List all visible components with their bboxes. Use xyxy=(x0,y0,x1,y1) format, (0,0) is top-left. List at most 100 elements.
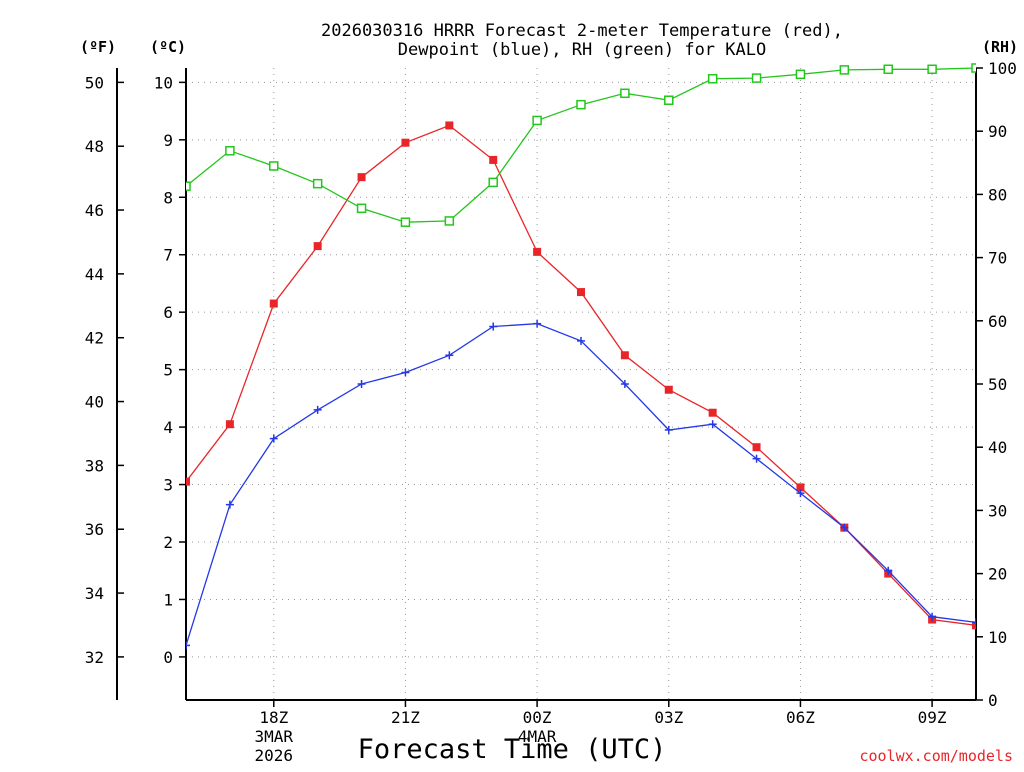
rh-point xyxy=(444,216,455,226)
dewpoint-point xyxy=(708,420,717,429)
dewpoint-point xyxy=(533,319,542,328)
series-layer xyxy=(186,63,976,650)
x-date-label: 4MAR xyxy=(518,727,557,746)
rh-point xyxy=(532,115,542,126)
rh-tick-label: 50 xyxy=(988,375,1007,394)
rh-point xyxy=(576,99,586,110)
x-year-label: 2026 xyxy=(255,746,294,765)
rh-point xyxy=(839,65,850,75)
dewpoint-point xyxy=(840,523,849,532)
fahrenheit-tick-label: 50 xyxy=(85,73,104,92)
temperature-point xyxy=(533,247,542,256)
rh-point xyxy=(664,95,674,105)
rh-point xyxy=(225,146,235,156)
fahrenheit-tick-label: 40 xyxy=(85,393,104,412)
dewpoint-point xyxy=(972,618,976,627)
x-tick-label: 09Z xyxy=(918,708,947,727)
rh-point xyxy=(186,181,191,191)
celsius-tick-label: 1 xyxy=(163,590,173,609)
rh-point xyxy=(707,73,718,84)
rh-point xyxy=(356,203,367,214)
celsius-tick-label: 9 xyxy=(163,131,173,150)
temperature-point xyxy=(269,299,278,308)
fahrenheit-tick-label: 38 xyxy=(85,456,104,475)
chart-title-line1: 2026030316 HRRR Forecast 2-meter Tempera… xyxy=(321,21,843,41)
watermark: coolwx.com/models xyxy=(859,747,1013,765)
celsius-tick-label: 7 xyxy=(163,246,173,265)
celsius-tick-label: 4 xyxy=(163,418,173,437)
rh-tick-label: 100 xyxy=(988,59,1017,78)
celsius-axis-label: (ºC) xyxy=(150,38,186,56)
temperature-point xyxy=(489,155,498,164)
series-temperature xyxy=(186,121,976,630)
rh-point xyxy=(488,177,498,188)
fahrenheit-tick-label: 36 xyxy=(85,520,104,539)
temperature-point xyxy=(357,173,366,182)
temperature-point xyxy=(401,138,410,147)
series-rh xyxy=(186,63,976,227)
dewpoint-point xyxy=(928,612,937,621)
dewpoint-line xyxy=(186,323,976,646)
celsius-tick-label: 10 xyxy=(154,73,173,92)
x-tick-label: 06Z xyxy=(786,708,815,727)
rh-point xyxy=(620,88,630,99)
dewpoint-point xyxy=(313,405,322,414)
dewpoint-point xyxy=(577,336,585,345)
dewpoint-point xyxy=(186,641,190,650)
rh-tick-label: 30 xyxy=(988,501,1007,520)
celsius-tick-label: 5 xyxy=(163,361,173,380)
rh-tick-label: 40 xyxy=(988,438,1007,457)
x-tick-label: 21Z xyxy=(391,708,420,727)
rh-tick-label: 10 xyxy=(988,628,1007,647)
temperature-point xyxy=(708,408,717,417)
rh-point xyxy=(927,64,937,75)
dewpoint-point xyxy=(225,500,234,509)
rh-tick-label: 80 xyxy=(988,185,1007,204)
rh-point xyxy=(883,64,893,75)
rh-point xyxy=(751,73,762,83)
fahrenheit-tick-label: 42 xyxy=(85,329,104,348)
rh-tick-label: 90 xyxy=(988,122,1007,141)
fahrenheit-axis-label: (ºF) xyxy=(80,38,116,56)
grid-lines xyxy=(186,68,976,700)
fahrenheit-tick-label: 44 xyxy=(85,265,104,284)
series-dewpoint xyxy=(186,319,976,650)
rh-point xyxy=(971,63,976,73)
temperature-point xyxy=(225,420,234,429)
rh-tick-label: 20 xyxy=(988,565,1007,584)
temperature-point xyxy=(752,443,761,452)
temperature-point xyxy=(664,385,673,394)
temperature-point xyxy=(186,477,190,486)
rh-tick-label: 0 xyxy=(988,691,998,710)
dewpoint-point xyxy=(445,351,454,360)
celsius-tick-label: 2 xyxy=(163,533,173,552)
dewpoint-point xyxy=(884,566,893,575)
rh-tick-label: 70 xyxy=(988,249,1007,268)
temperature-point xyxy=(620,351,629,360)
dewpoint-point xyxy=(752,454,761,463)
dewpoint-point xyxy=(269,434,278,443)
dewpoint-point xyxy=(664,425,673,434)
fahrenheit-tick-label: 48 xyxy=(85,137,104,156)
celsius-tick-label: 6 xyxy=(163,303,173,322)
temperature-point xyxy=(796,483,805,492)
x-date-label: 3MAR xyxy=(255,727,294,746)
axes xyxy=(116,67,983,707)
dewpoint-point xyxy=(357,380,366,388)
fahrenheit-tick-label: 32 xyxy=(85,648,104,667)
rh-point xyxy=(269,161,279,171)
temperature-point xyxy=(577,288,585,297)
chart-title-line2: Dewpoint (blue), RH (green) for KALO xyxy=(398,40,766,60)
rh-point xyxy=(312,178,323,189)
x-tick-label: 03Z xyxy=(654,708,683,727)
dewpoint-point xyxy=(401,368,410,377)
x-tick-label: 18Z xyxy=(259,708,288,727)
rh-point xyxy=(400,217,411,227)
temperature-point xyxy=(972,621,976,630)
x-axis-title: Forecast Time (UTC) xyxy=(358,734,667,765)
rh-line xyxy=(186,67,976,223)
temperature-point xyxy=(445,121,454,130)
x-tick-label: 00Z xyxy=(523,708,552,727)
celsius-tick-label: 8 xyxy=(163,188,173,207)
